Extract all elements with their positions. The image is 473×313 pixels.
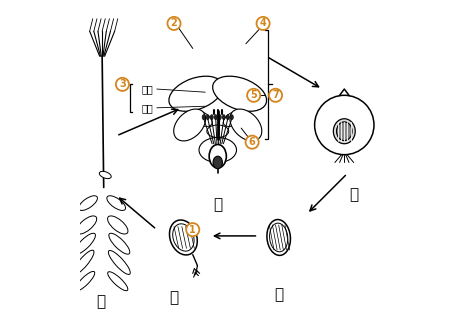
Text: 4: 4 — [260, 18, 266, 28]
Text: 甲: 甲 — [274, 287, 283, 302]
Ellipse shape — [107, 196, 125, 210]
Ellipse shape — [169, 76, 223, 111]
Text: 7: 7 — [272, 90, 279, 100]
Ellipse shape — [202, 115, 205, 120]
Ellipse shape — [76, 216, 96, 234]
Ellipse shape — [206, 115, 209, 120]
Circle shape — [256, 17, 270, 30]
Ellipse shape — [199, 137, 236, 162]
Ellipse shape — [214, 115, 217, 120]
Ellipse shape — [107, 216, 128, 234]
Ellipse shape — [210, 115, 213, 120]
Text: 丁: 丁 — [213, 197, 222, 212]
Ellipse shape — [109, 233, 130, 254]
Ellipse shape — [222, 115, 225, 120]
Ellipse shape — [218, 115, 221, 120]
Circle shape — [315, 95, 374, 155]
Ellipse shape — [336, 122, 352, 141]
Ellipse shape — [79, 196, 97, 210]
Ellipse shape — [230, 115, 233, 120]
Circle shape — [167, 17, 181, 30]
Ellipse shape — [209, 145, 227, 168]
Ellipse shape — [213, 76, 267, 111]
Text: 2: 2 — [171, 18, 177, 28]
Ellipse shape — [207, 125, 228, 137]
Ellipse shape — [223, 111, 243, 126]
Ellipse shape — [267, 219, 290, 255]
Ellipse shape — [192, 111, 212, 126]
Ellipse shape — [270, 223, 288, 252]
Circle shape — [269, 89, 282, 102]
Ellipse shape — [73, 250, 94, 275]
Ellipse shape — [226, 115, 229, 120]
Ellipse shape — [333, 119, 355, 144]
Ellipse shape — [75, 271, 95, 291]
Text: 1: 1 — [189, 225, 196, 235]
Text: 花药: 花药 — [141, 84, 153, 94]
Ellipse shape — [173, 224, 194, 251]
Circle shape — [245, 136, 259, 149]
Text: 3: 3 — [119, 80, 126, 90]
Circle shape — [186, 223, 199, 236]
Ellipse shape — [169, 220, 197, 255]
Ellipse shape — [108, 272, 128, 291]
Ellipse shape — [230, 109, 262, 141]
Ellipse shape — [174, 109, 206, 141]
Text: 丙: 丙 — [96, 294, 105, 309]
Ellipse shape — [108, 250, 130, 275]
Ellipse shape — [213, 156, 222, 169]
Text: 戊: 戊 — [349, 187, 358, 203]
Ellipse shape — [99, 171, 111, 179]
Text: 5: 5 — [250, 90, 257, 100]
Text: 乙: 乙 — [169, 290, 179, 305]
Ellipse shape — [74, 233, 96, 254]
Text: 6: 6 — [249, 137, 255, 147]
Text: 花丝: 花丝 — [141, 103, 153, 113]
Circle shape — [116, 78, 129, 91]
Circle shape — [247, 89, 260, 102]
